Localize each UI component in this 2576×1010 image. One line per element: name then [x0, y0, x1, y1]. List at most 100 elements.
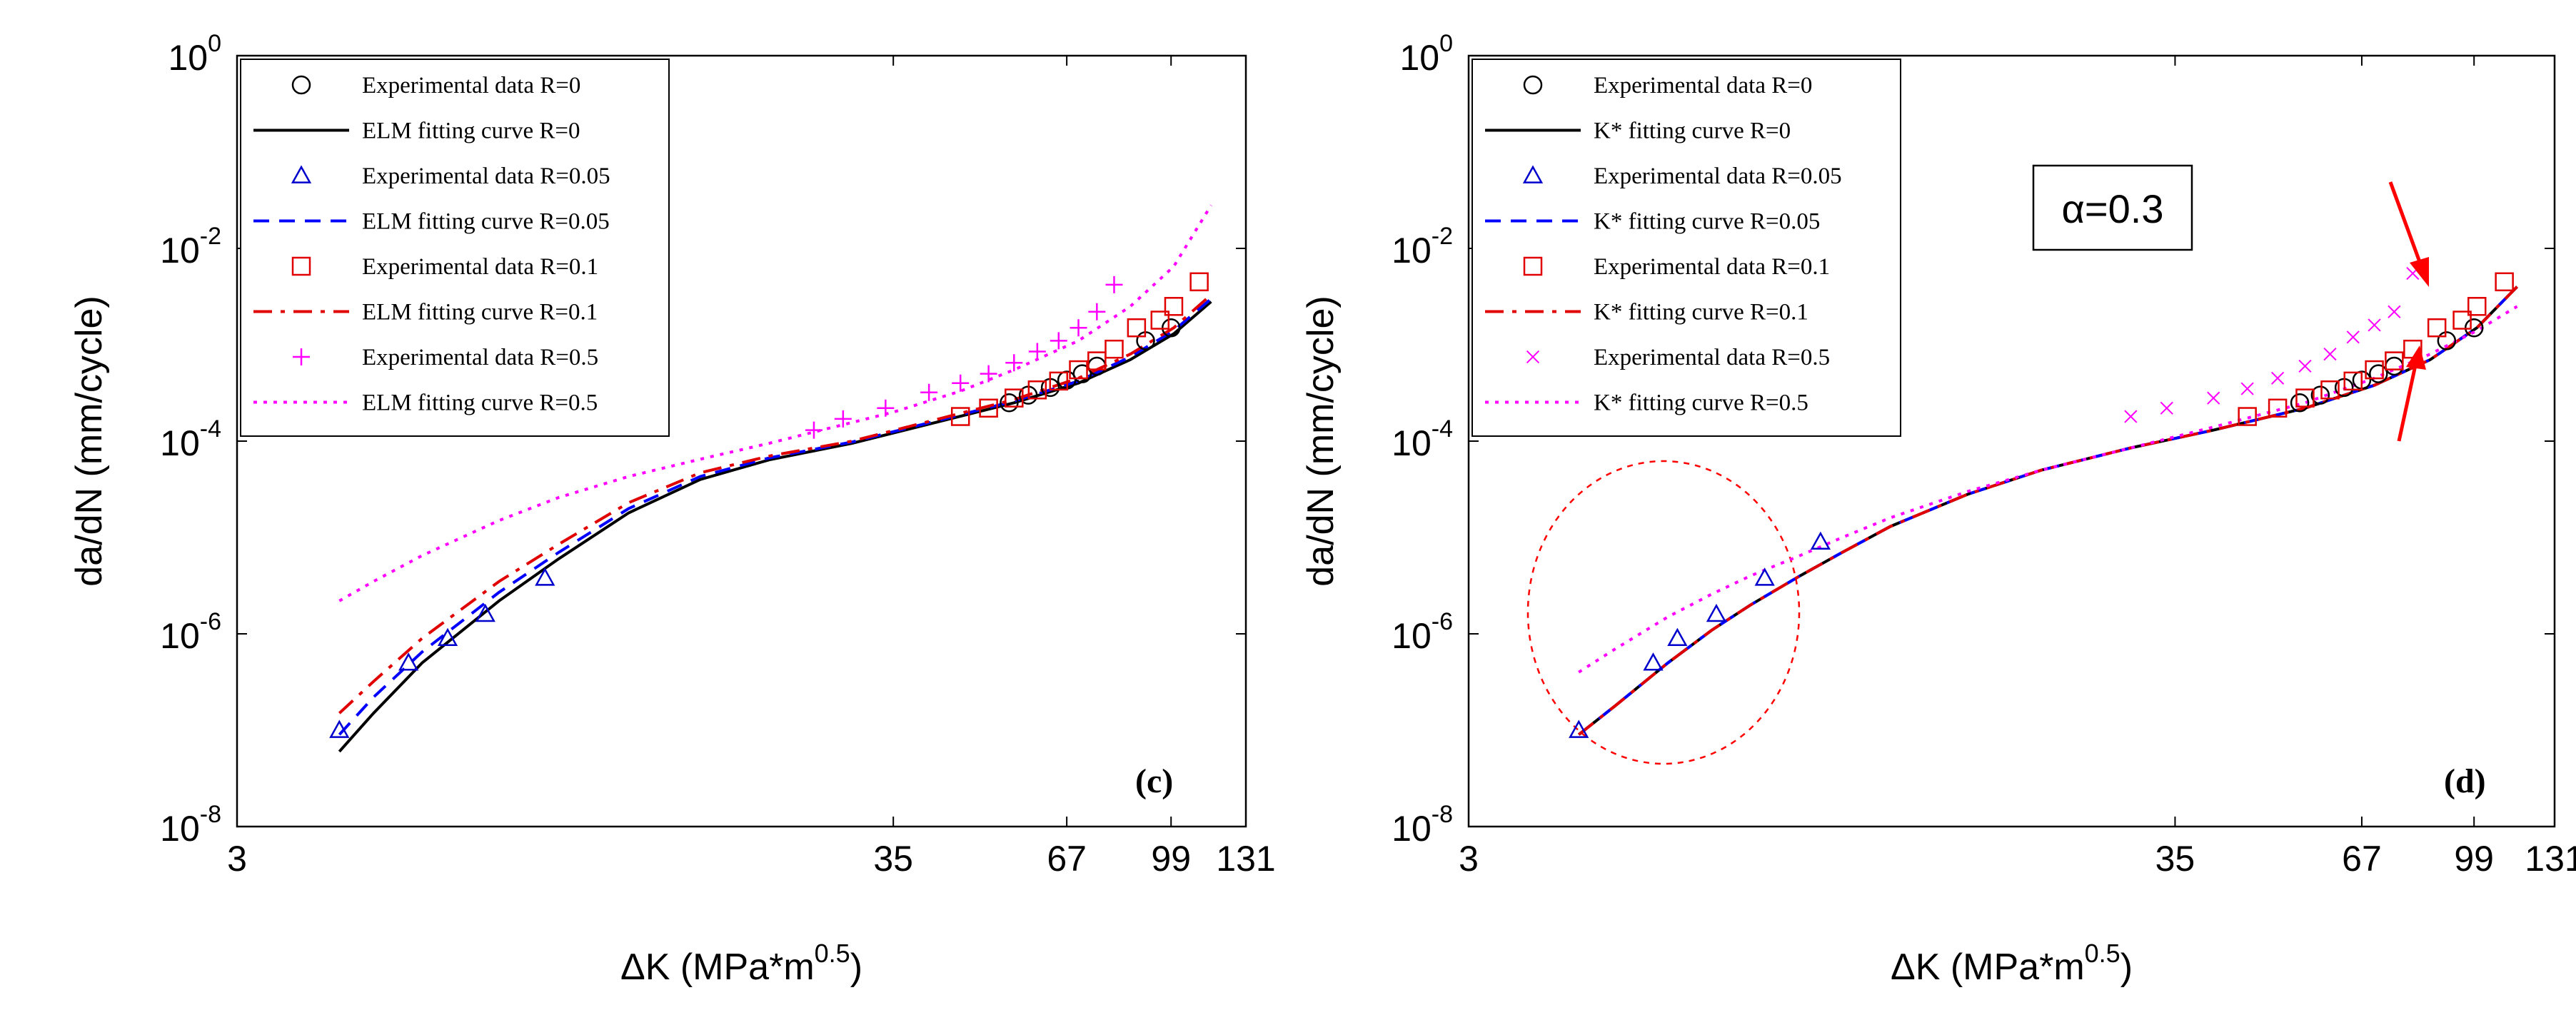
legend-label: K* fitting curve R=0.5 [1594, 390, 1808, 416]
data-point-square [2467, 297, 2487, 316]
data-point-square [1005, 388, 1024, 408]
plot-area [329, 204, 1213, 753]
data-point-x [2160, 401, 2173, 415]
data-point-square [2495, 272, 2514, 292]
data-point-triangle [1810, 531, 1831, 550]
data-point-square [2320, 380, 2340, 400]
data-point-square [2238, 407, 2257, 426]
data-point-plus [1005, 354, 1023, 372]
triangle-marker-icon [291, 165, 312, 183]
legend-label: ELM fitting curve R=0.05 [362, 209, 610, 235]
data-point-x [2240, 382, 2254, 395]
data-point-circle [2437, 331, 2457, 350]
panel-label: (c) [1135, 762, 1173, 800]
legend-label: Experimental data R=0 [1594, 73, 1812, 99]
y-axis-title: da/dN (mm/cycle) [1300, 296, 1342, 586]
x-axis-title-main: ΔK (MPa*m [620, 946, 815, 988]
data-point-circle [1000, 393, 1019, 413]
data-point-x [2298, 359, 2312, 373]
data-point-plus [952, 374, 970, 392]
data-point-x [2124, 410, 2138, 423]
x-tick-label: 67 [2342, 839, 2382, 879]
arrow-up-icon [2406, 345, 2426, 370]
y-tick-label: 10-8 [160, 801, 221, 849]
legend-label: ELM fitting curve R=0.1 [362, 300, 598, 325]
data-point-plus [1088, 303, 1106, 320]
legend-label: Experimental data R=0.1 [362, 254, 598, 280]
series-line-1 [338, 301, 1212, 753]
alpha-annotation: α=0.3 [2062, 186, 2164, 231]
y-tick-base: 10 [160, 231, 200, 271]
y-tick-base: 10 [1392, 231, 1432, 271]
data-point-square [2427, 318, 2447, 338]
data-point-x [2368, 318, 2381, 332]
x-tick-label: 3 [227, 839, 247, 879]
y-tick-exponent: -4 [200, 415, 221, 443]
panel-label: (d) [2444, 762, 2486, 800]
x-tick-label: 131 [2525, 839, 2576, 879]
series-line-3 [338, 298, 1212, 736]
legend-label: Experimental data R=0.05 [362, 163, 610, 189]
data-point-circle [1161, 318, 1181, 338]
y-tick-label: 10-6 [160, 608, 221, 656]
data-point-triangle [329, 719, 350, 738]
arrow-up-line [2397, 365, 2417, 442]
legend-label: K* fitting curve R=0 [1594, 118, 1791, 144]
data-point-square [2343, 371, 2363, 391]
y-tick-label: 100 [1399, 30, 1453, 78]
data-point-circle [2369, 364, 2388, 383]
data-point-plus [877, 399, 895, 417]
y-axis-title: da/dN (mm/cycle) [69, 296, 110, 586]
alpha-annotation-box [2032, 164, 2193, 251]
y-tick-label: 10-8 [1392, 801, 1453, 849]
y-tick-exponent: 0 [208, 30, 221, 57]
x-tick-label: 99 [2454, 839, 2494, 879]
y-tick-base: 10 [1392, 809, 1432, 849]
data-point-circle [2464, 318, 2484, 338]
y-tick-base: 10 [1392, 423, 1432, 463]
x-axis-title-close: ) [850, 946, 862, 988]
data-point-plus [834, 410, 852, 428]
legend-label: Experimental data R=0.1 [1594, 254, 1830, 280]
x-tick-label: 3 [1459, 839, 1479, 879]
data-point-triangle [398, 652, 419, 671]
y-tick-exponent: -2 [200, 223, 221, 250]
plus-marker-icon [293, 348, 310, 365]
data-point-triangle [1643, 652, 1664, 671]
x-tick-label: 35 [873, 839, 913, 879]
legend: Experimental data R=0 K* fitting curve R=… [1471, 59, 1901, 437]
data-point-circle [1072, 364, 1092, 383]
data-point-plus [1028, 343, 1046, 360]
y-tick-exponent: -6 [1432, 608, 1453, 635]
data-point-triangle [475, 603, 495, 622]
data-point-square [2385, 351, 2404, 370]
y-tick-exponent: -2 [1432, 223, 1453, 250]
arrow-down-icon [2410, 257, 2429, 287]
y-tick-label: 10-4 [160, 415, 221, 463]
circle-marker-icon [1523, 75, 1543, 95]
data-point-triangle [1754, 567, 1775, 586]
data-point-circle [2310, 385, 2330, 405]
data-point-square [1069, 360, 1088, 380]
data-point-plus [1050, 332, 1067, 350]
y-tick-base: 10 [168, 38, 208, 78]
data-point-triangle [1569, 719, 1589, 738]
data-point-square [1127, 318, 1147, 338]
square-marker-icon [291, 256, 311, 276]
data-point-x [2323, 347, 2337, 361]
data-point-square [2295, 388, 2315, 408]
data-point-x [2207, 391, 2220, 405]
y-tick-base: 10 [160, 616, 200, 656]
data-point-square [1164, 297, 1184, 316]
y-tick-label: 10-6 [1392, 608, 1453, 656]
triangle-marker-icon [1522, 165, 1544, 183]
legend-box [1471, 59, 1901, 437]
x-tick-label: 99 [1151, 839, 1191, 879]
data-point-square [1150, 310, 1170, 330]
y-tick-label: 10-2 [1392, 223, 1453, 271]
data-point-triangle [535, 567, 555, 586]
y-tick-base: 10 [1399, 38, 1439, 78]
